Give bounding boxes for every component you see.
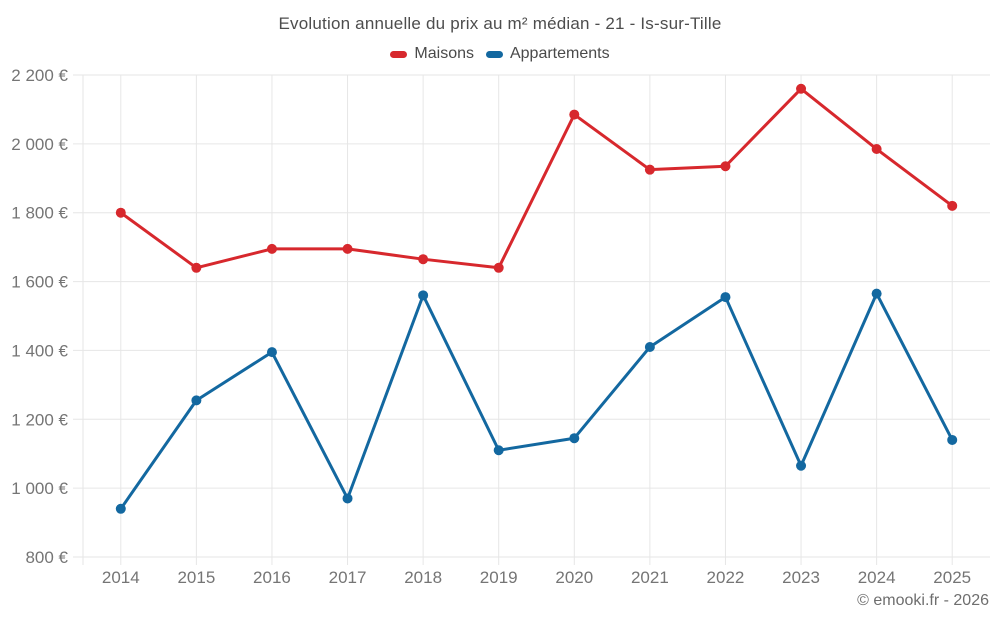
legend-label: Maisons — [414, 45, 474, 62]
copyright-watermark: © emooki.fr - 2026 — [857, 592, 989, 609]
x-axis-tick-label: 2016 — [253, 568, 291, 587]
data-point-maisons-2014[interactable] — [115, 207, 126, 218]
data-point-appartements-2019[interactable] — [493, 445, 504, 456]
y-axis-tick-label: 1 000 € — [11, 479, 68, 498]
x-axis-tick-label: 2019 — [480, 568, 518, 587]
y-axis-tick-label: 2 000 € — [11, 135, 68, 154]
y-axis-tick-label: 1 800 € — [11, 204, 68, 223]
x-axis-tick-label: 2015 — [177, 568, 215, 587]
data-point-maisons-2021[interactable] — [644, 164, 655, 175]
data-point-appartements-2015[interactable] — [191, 395, 202, 406]
data-point-appartements-2022[interactable] — [720, 292, 731, 303]
y-axis-tick-label: 2 200 € — [11, 66, 68, 85]
chart-legend: Maisons Appartements — [0, 45, 1000, 63]
data-point-appartements-2024[interactable] — [871, 288, 882, 299]
data-point-maisons-2022[interactable] — [720, 161, 731, 172]
x-axis-tick-label: 2021 — [631, 568, 669, 587]
data-point-maisons-2024[interactable] — [871, 144, 882, 155]
x-axis-tick-label: 2023 — [782, 568, 820, 587]
data-point-maisons-2018[interactable] — [418, 254, 429, 265]
x-axis-tick-label: 2017 — [329, 568, 367, 587]
data-point-maisons-2023[interactable] — [796, 83, 807, 94]
data-point-maisons-2020[interactable] — [569, 109, 580, 120]
x-axis-tick-label: 2025 — [933, 568, 971, 587]
legend-item-appartements[interactable]: Appartements — [485, 45, 610, 63]
legend-item-maisons[interactable]: Maisons — [390, 45, 474, 63]
x-axis-tick-label: 2014 — [102, 568, 140, 587]
y-axis-tick-label: 800 € — [25, 548, 68, 567]
data-point-appartements-2016[interactable] — [266, 347, 277, 358]
y-axis-tick-label: 1 400 € — [11, 341, 68, 360]
x-axis-tick-label: 2018 — [404, 568, 442, 587]
data-point-appartements-2018[interactable] — [418, 290, 429, 301]
x-axis-tick-label: 2020 — [555, 568, 593, 587]
data-point-appartements-2025[interactable] — [947, 434, 958, 445]
data-point-appartements-2017[interactable] — [342, 493, 353, 504]
data-point-maisons-2015[interactable] — [191, 262, 202, 273]
data-point-maisons-2025[interactable] — [947, 200, 958, 211]
legend-swatch-appartements — [485, 50, 503, 58]
series-line-appartements — [119, 292, 954, 511]
legend-label: Appartements — [509, 45, 610, 62]
data-point-maisons-2019[interactable] — [493, 262, 504, 273]
x-axis-tick-label: 2024 — [858, 568, 896, 587]
data-point-appartements-2023[interactable] — [796, 460, 807, 471]
data-point-appartements-2020[interactable] — [569, 433, 580, 444]
x-axis-tick-label: 2022 — [707, 568, 745, 587]
data-point-appartements-2014[interactable] — [115, 503, 126, 514]
data-point-appartements-2021[interactable] — [644, 341, 655, 352]
series-line-maisons — [119, 87, 954, 270]
y-axis-tick-label: 1 200 € — [11, 410, 68, 429]
data-point-maisons-2017[interactable] — [342, 243, 353, 254]
data-point-maisons-2016[interactable] — [266, 243, 277, 254]
legend-swatch-maisons — [390, 50, 408, 58]
y-axis-tick-label: 1 600 € — [11, 273, 68, 292]
chart-title: Evolution annuelle du prix au m² médian … — [278, 14, 722, 33]
